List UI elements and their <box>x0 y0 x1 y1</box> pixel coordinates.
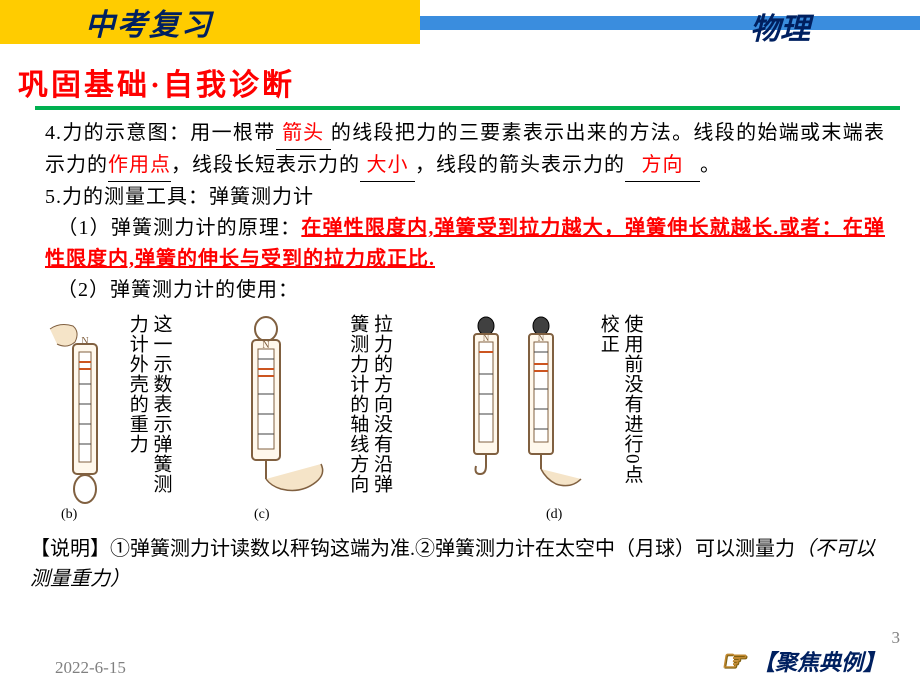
question-5-sub1: （1）弹簧测力计的原理：在弹性限度内,弹簧受到拉力越大，弹簧伸长就越长.或者：在… <box>45 213 885 275</box>
svg-text:(c): (c) <box>254 507 270 522</box>
focus-link[interactable]: ☞ 【聚焦典例】 <box>720 644 885 678</box>
content-area: 4.力的示意图：用一根带箭头的线段把力的三要素表示出来的方法。线段的始端或末端表… <box>0 118 920 306</box>
figure-d-illustration: N N (d) <box>456 314 596 524</box>
svg-text:N: N <box>81 336 88 347</box>
note-p1: ①弹簧测力计读数以秤钩这端为准.②弹簧测力计在太空中（月球）可以测量力 <box>110 538 795 560</box>
slide-header: 中考复习 物理 <box>0 0 920 48</box>
figure-d: N N (d) 使用前没有进行0点校正 <box>456 314 644 524</box>
q4-prefix: 4.力的示意图：用一根带 <box>45 122 276 144</box>
figure-c: N (c) 拉力的方向没有沿弹簧测力计的轴线方向 <box>226 314 394 524</box>
section-title: 巩固基础·自我诊断 <box>18 68 378 104</box>
q4-comma2: ，线段的箭头表示力的 <box>415 154 625 176</box>
q4-period: 。 <box>700 154 721 176</box>
focus-link-label: 【聚焦典例】 <box>753 645 885 677</box>
header-right-title: 物理 <box>750 4 810 48</box>
svg-text:(b): (b) <box>61 507 78 522</box>
svg-text:N: N <box>538 333 545 343</box>
footnote: 【说明】①弹簧测力计读数以秤钩这端为准.②弹簧测力计在太空中（月球）可以测量力（… <box>30 534 885 594</box>
figure-d-caption: 使用前没有进行0点校正 <box>596 314 644 504</box>
figure-b: N (b) 这一示数表示弹簧测力计外壳的重力 <box>45 314 173 524</box>
question-5-title: 5.力的测量工具：弹簧测力计 <box>45 182 885 213</box>
page-number: 3 <box>892 628 901 648</box>
pointing-hand-icon: ☞ <box>720 644 745 678</box>
q5-sub2-label: （2）弹簧测力计的使用： <box>57 279 299 301</box>
q4-blank4: 方向 <box>625 150 700 182</box>
question-4: 4.力的示意图：用一根带箭头的线段把力的三要素表示出来的方法。线段的始端或末端表… <box>45 118 885 182</box>
q4-blank3: 大小 <box>360 150 415 182</box>
q5-sub1-label: （1）弹簧测力计的原理： <box>57 217 301 239</box>
header-left-title: 中考复习 <box>85 0 213 44</box>
svg-text:N: N <box>262 340 269 351</box>
footer: 2022-6-15 ☞ 【聚焦典例】 <box>0 658 920 678</box>
note-label: 【说明】 <box>30 538 110 560</box>
figure-c-illustration: N (c) <box>226 314 346 524</box>
green-divider <box>35 106 900 110</box>
figure-b-illustration: N (b) <box>45 314 125 524</box>
q4-blank2: 作用点 <box>108 150 171 182</box>
footer-date: 2022-6-15 <box>55 658 126 678</box>
q4-comma1: ，线段长短表示力的 <box>171 154 360 176</box>
q4-blank1: 箭头 <box>276 118 331 150</box>
figures-row: N (b) 这一示数表示弹簧测力计外壳的重力 N (c) <box>45 314 885 524</box>
svg-text:(d): (d) <box>546 507 563 522</box>
question-5-sub2: （2）弹簧测力计的使用： <box>45 275 885 306</box>
figure-b-caption: 这一示数表示弹簧测力计外壳的重力 <box>125 314 173 504</box>
svg-text:N: N <box>483 333 490 343</box>
figure-c-caption: 拉力的方向没有沿弹簧测力计的轴线方向 <box>346 314 394 504</box>
header-blue-bar <box>420 16 920 30</box>
header-left-banner: 中考复习 <box>0 0 420 44</box>
